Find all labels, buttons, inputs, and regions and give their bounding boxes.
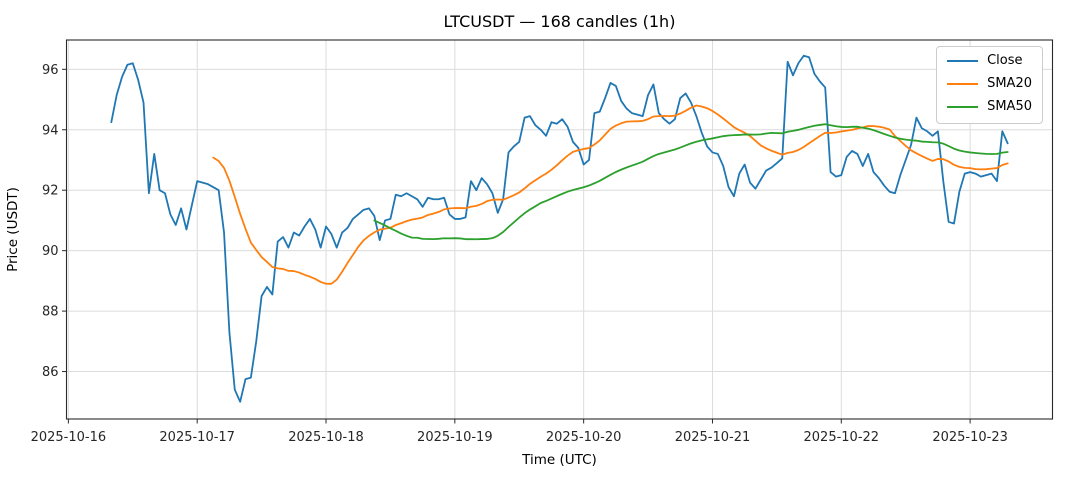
x-tick-label: 2025-10-22 bbox=[804, 430, 880, 445]
y-tick-label: 88 bbox=[42, 305, 59, 320]
x-tick-label: 2025-10-20 bbox=[546, 430, 622, 445]
legend-entry-sma50: SMA50 bbox=[947, 98, 1032, 115]
close-line-swatch-icon bbox=[947, 60, 979, 63]
plot-border bbox=[65, 39, 1054, 420]
chart-title: LTCUSDT — 168 candles (1h) bbox=[444, 12, 676, 31]
legend-label-close: Close bbox=[987, 53, 1023, 68]
x-tick-label: 2025-10-21 bbox=[675, 430, 751, 445]
x-tick-label: 2025-10-16 bbox=[31, 430, 107, 445]
legend-entry-sma20: SMA20 bbox=[947, 75, 1032, 92]
legend-label-sma20: SMA20 bbox=[987, 75, 1032, 91]
y-tick-label: 96 bbox=[42, 63, 59, 78]
series-line-sma20 bbox=[212, 104, 1009, 285]
series-line-sma50 bbox=[373, 123, 1009, 241]
x-tick-label: 2025-10-18 bbox=[288, 430, 364, 445]
series-lines bbox=[110, 54, 1009, 403]
sma50-line-swatch-icon bbox=[947, 106, 979, 109]
x-tick-label: 2025-10-23 bbox=[932, 430, 1008, 445]
x-axis-label: Time (UTC) bbox=[521, 452, 597, 468]
x-tick-label: 2025-10-17 bbox=[159, 430, 235, 445]
legend: Close SMA20 SMA50 bbox=[936, 46, 1043, 124]
y-tick-label: 92 bbox=[42, 184, 59, 199]
axis-ticks: 2025-10-16 2025-10-17 2025-10-18 2025-10-19… bbox=[31, 63, 1008, 445]
legend-label-sma50: SMA50 bbox=[987, 98, 1032, 114]
x-tick-label: 2025-10-19 bbox=[417, 430, 493, 445]
y-axis-label: Price (USDT) bbox=[5, 187, 21, 272]
y-tick-label: 86 bbox=[42, 365, 59, 380]
y-tick-label: 94 bbox=[42, 123, 59, 138]
gridlines bbox=[66, 40, 1053, 419]
sma20-line-swatch-icon bbox=[947, 83, 979, 86]
legend-entry-close: Close bbox=[947, 53, 1032, 69]
series-line-close bbox=[110, 54, 1009, 403]
y-tick-label: 90 bbox=[42, 244, 59, 259]
